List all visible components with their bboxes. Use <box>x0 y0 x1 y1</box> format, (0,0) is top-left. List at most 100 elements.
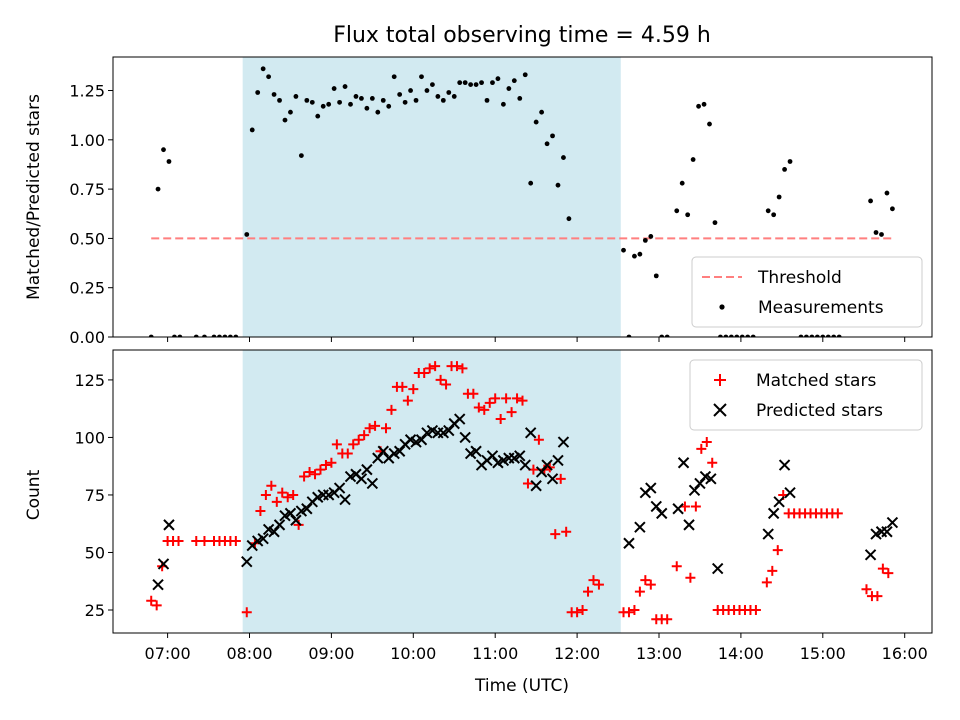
data-point <box>629 604 640 615</box>
data-point <box>468 82 474 88</box>
y-tick-label: 75 <box>85 486 105 505</box>
x-tick-label: 08:00 <box>226 644 272 663</box>
data-point <box>739 334 745 337</box>
legend-label: Threshold <box>757 268 842 288</box>
data-point <box>672 503 684 515</box>
x-tick-label: 09:00 <box>308 644 354 663</box>
data-point <box>402 395 413 406</box>
data-point <box>353 434 364 445</box>
data-point <box>555 182 561 188</box>
x-tick-label: 14:00 <box>718 644 764 663</box>
data-point <box>386 103 392 109</box>
data-point <box>473 402 484 413</box>
data-point <box>677 457 690 469</box>
data-point <box>632 253 637 259</box>
top-ylabel: Matched/Predicted stars <box>24 94 44 300</box>
figure-title: Flux total observing time = 4.59 h <box>333 23 711 48</box>
data-point <box>772 545 783 556</box>
data-point <box>273 519 286 531</box>
data-point <box>348 101 353 107</box>
data-point <box>408 88 413 93</box>
y-tick-label: 100 <box>74 428 105 447</box>
plot-area <box>146 350 899 633</box>
data-point <box>166 159 172 164</box>
data-point <box>881 526 893 538</box>
y-tick-label: 50 <box>85 543 105 562</box>
data-point <box>277 487 288 498</box>
data-point <box>298 153 304 158</box>
data-point <box>348 439 359 450</box>
data-point <box>659 334 665 337</box>
data-point <box>664 334 670 337</box>
data-point <box>886 516 899 529</box>
data-point <box>583 586 594 597</box>
data-point <box>577 604 588 615</box>
legend-box <box>689 359 923 431</box>
data-point <box>533 119 539 125</box>
data-point <box>172 334 177 337</box>
data-point <box>723 334 729 337</box>
data-point <box>662 614 673 625</box>
data-point <box>199 535 210 546</box>
data-point <box>572 607 583 618</box>
data-point <box>685 212 691 218</box>
data-point <box>557 436 570 448</box>
data-point <box>506 407 517 418</box>
data-point <box>299 471 310 482</box>
data-point <box>320 460 331 471</box>
data-point <box>820 334 826 337</box>
data-point <box>454 413 466 425</box>
y-tick-label: 125 <box>74 371 105 390</box>
data-point <box>771 212 777 218</box>
data-point <box>707 457 718 468</box>
series-predicted-stars <box>152 413 899 591</box>
data-point <box>728 334 734 337</box>
y-tick-label: 0.25 <box>69 279 105 298</box>
data-point <box>271 92 277 97</box>
x-tick-label: 07:00 <box>145 644 191 663</box>
data-point <box>337 99 342 105</box>
data-point <box>397 92 403 97</box>
data-point <box>552 454 564 467</box>
data-point <box>688 484 701 497</box>
data-point <box>266 480 277 491</box>
data-point <box>277 97 282 103</box>
data-point <box>331 439 342 450</box>
data-point <box>430 361 441 372</box>
data-point <box>359 430 370 441</box>
data-point <box>342 448 353 459</box>
top-axes-matched-ratio: Matched/Predicted stars 0.00 0.25 0.50 0.75… <box>24 56 933 347</box>
data-point <box>260 66 266 72</box>
data-point <box>873 230 879 235</box>
data-point <box>255 90 261 95</box>
data-point <box>155 186 161 192</box>
data-point <box>304 466 315 477</box>
data-point <box>734 334 740 337</box>
data-point <box>301 503 313 515</box>
x-tick-label: 10:00 <box>390 644 436 663</box>
data-point <box>696 443 707 454</box>
data-point <box>836 334 842 337</box>
data-point <box>151 600 162 611</box>
data-point <box>459 431 471 444</box>
data-point <box>861 584 872 595</box>
data-point <box>637 251 643 257</box>
bottom-ylabel: Count <box>24 469 44 520</box>
data-point <box>883 568 894 579</box>
data-point <box>864 549 877 561</box>
data-point <box>653 273 659 279</box>
data-point <box>621 247 626 253</box>
x-tick-label: 15:00 <box>800 644 846 663</box>
bottom-axes-counts: Count Time (UTC) 25 50 75 100 125 07:00 08:00 0… <box>24 349 933 696</box>
data-point <box>761 577 772 588</box>
data-point <box>440 97 446 103</box>
x-tick-label: 11:00 <box>472 644 518 663</box>
data-point <box>776 194 782 200</box>
data-point <box>530 480 542 492</box>
data-point <box>566 216 572 222</box>
data-point <box>539 109 545 115</box>
data-point <box>266 74 272 80</box>
data-point <box>152 578 164 591</box>
data-point <box>257 532 269 545</box>
data-point <box>648 234 654 239</box>
